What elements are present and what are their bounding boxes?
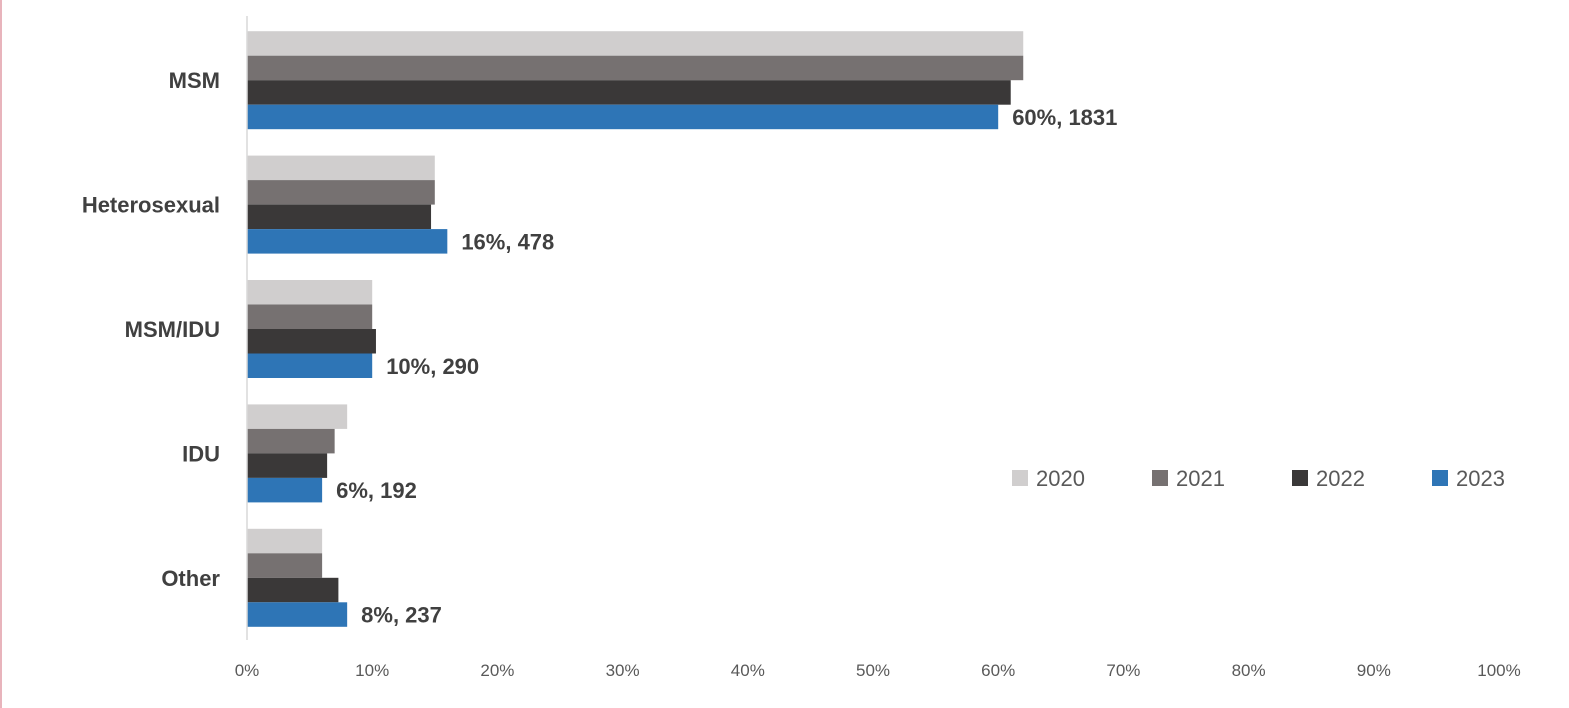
bar-heterosexual-2022: [247, 204, 432, 230]
x-tick-label-20: 20%: [480, 661, 514, 680]
category-label-msm-idu: MSM/IDU: [125, 317, 220, 342]
x-tick-label-90: 90%: [1357, 661, 1391, 680]
bar-other-2020: [247, 528, 323, 554]
x-tick-label-40: 40%: [731, 661, 765, 680]
legend-swatch-2020: [1012, 470, 1028, 486]
bar-msm-idu-2022: [247, 329, 376, 354]
category-label-msm: MSM: [169, 68, 220, 93]
bar-heterosexual-2021: [247, 180, 435, 205]
category-label-heterosexual: Heterosexual: [82, 193, 220, 218]
bar-msm-2023: [247, 104, 999, 130]
bar-other-2021: [247, 553, 323, 578]
x-tick-label-100: 100%: [1477, 661, 1520, 680]
x-tick-label-60: 60%: [981, 661, 1015, 680]
bar-msm-2020: [247, 31, 1024, 56]
legend: 2020 2021 2022 2023: [1012, 466, 1505, 491]
data-label-heterosexual: 16%, 478: [461, 229, 554, 254]
x-tick-label-80: 80%: [1232, 661, 1266, 680]
legend-label-2021: 2021: [1176, 466, 1225, 491]
data-label-idu: 6%, 192: [336, 478, 417, 503]
bars-group: [247, 31, 1024, 627]
bar-idu-2023: [247, 477, 323, 503]
legend-label-2023: 2023: [1456, 466, 1505, 491]
legend-label-2020: 2020: [1036, 466, 1085, 491]
data-label-msm-idu: 10%, 290: [386, 354, 479, 379]
category-label-other: Other: [161, 566, 220, 591]
category-labels-group: MSM Heterosexual MSM/IDU IDU Other: [82, 68, 221, 591]
x-tick-label-50: 50%: [856, 661, 890, 680]
bar-msm-idu-2020: [247, 280, 373, 305]
bar-other-2023: [247, 602, 348, 627]
x-tick-labels-group: 0% 10% 20% 30% 40% 50% 60% 70% 80% 90% 100%: [235, 661, 1521, 680]
x-tick-label-30: 30%: [606, 661, 640, 680]
bar-heterosexual-2023: [247, 229, 448, 254]
bar-msm-2022: [247, 80, 1011, 105]
legend-label-2022: 2022: [1316, 466, 1365, 491]
bar-msm-2021: [247, 55, 1024, 81]
x-tick-label-70: 70%: [1106, 661, 1140, 680]
bar-idu-2020: [247, 404, 348, 429]
legend-swatch-2021: [1152, 470, 1168, 486]
data-label-other: 8%, 237: [361, 603, 442, 628]
bar-idu-2022: [247, 453, 328, 478]
category-label-idu: IDU: [182, 441, 220, 466]
data-labels-group: 60%, 1831 16%, 478 10%, 290 6%, 192 8%, 237: [336, 105, 1117, 628]
legend-swatch-2022: [1292, 470, 1308, 486]
x-tick-label-0: 0%: [235, 661, 260, 680]
bar-msm-idu-2021: [247, 304, 373, 329]
bar-other-2022: [247, 577, 339, 603]
legend-swatch-2023: [1432, 470, 1448, 486]
x-tick-label-10: 10%: [355, 661, 389, 680]
bar-idu-2021: [247, 428, 335, 454]
data-label-msm: 60%, 1831: [1012, 105, 1117, 130]
bar-heterosexual-2020: [247, 155, 435, 181]
bar-msm-idu-2023: [247, 353, 373, 378]
